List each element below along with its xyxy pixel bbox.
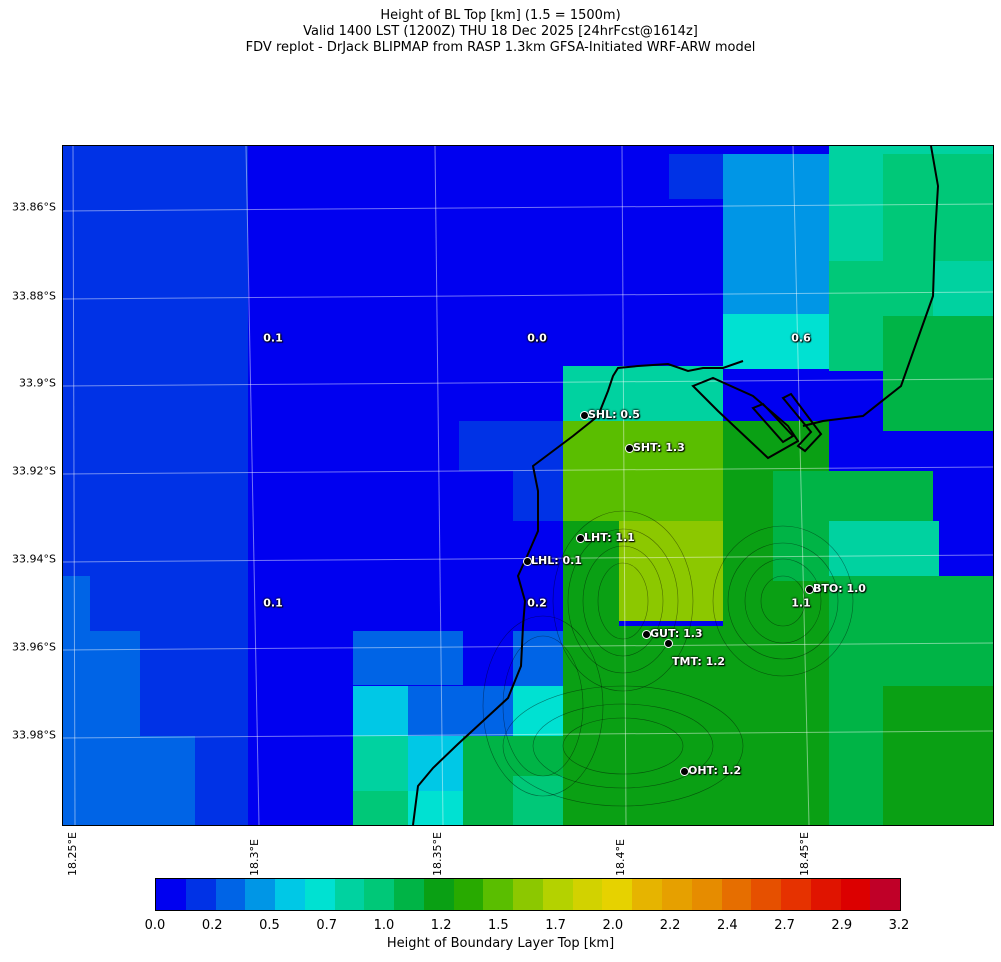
colorbar-swatch	[751, 879, 782, 910]
colorbar-swatch	[245, 879, 276, 910]
lat-label-33.94: 33.94°S	[12, 552, 56, 566]
grid-value-label: 0.1	[263, 596, 283, 610]
colorbar-swatch	[423, 879, 454, 910]
station-label: GUT: 1.3	[650, 627, 703, 640]
map-plot-area	[62, 145, 994, 826]
lat-label-33.9: 33.9°S	[19, 376, 56, 390]
lon-label-18.3: 18.3°E	[248, 839, 261, 876]
title-line-1: Height of BL Top [km] (1.5 = 1500m)	[380, 8, 621, 23]
colorbar-swatch	[840, 879, 871, 910]
colorbar-tick-label: 2.4	[716, 918, 738, 933]
colorbar-tick-label: 0.5	[259, 918, 280, 933]
colorbar-tick-label: 2.2	[659, 918, 681, 933]
colorbar-swatch	[572, 879, 603, 910]
colorbar-swatch	[632, 879, 663, 910]
lon-label-18.45: 18.45°E	[798, 832, 811, 876]
station-marker-icon	[580, 411, 589, 420]
colorbar-swatch	[364, 879, 395, 910]
station-marker-icon	[576, 534, 585, 543]
terrain-contours	[482, 510, 854, 807]
station-marker-icon	[805, 585, 814, 594]
grid-value-label: 0.0	[527, 331, 547, 345]
grid-value-label: 0.2	[527, 596, 547, 610]
colorbar-swatch	[334, 879, 365, 910]
map-title: Height of BL Top [km] (1.5 = 1500m) Vali…	[0, 8, 1001, 56]
lon-label-18.35: 18.35°E	[431, 832, 444, 876]
station-shl[interactable]: SHL: 0.5	[580, 408, 640, 421]
colorbar-swatch	[721, 879, 752, 910]
station-tmt[interactable]: TMT: 1.2	[664, 639, 726, 668]
grid-value-label: 0.1	[263, 331, 283, 345]
lon-label-18.25: 18.25°E	[66, 832, 79, 876]
colorbar-tick-label: 1.5	[488, 918, 509, 933]
colorbar-swatch	[185, 879, 216, 910]
title-line-3: FDV replot - DrJack BLIPMAP from RASP 1.…	[245, 40, 756, 55]
coastline	[412, 360, 744, 825]
colorbar-tick-label: 2.0	[602, 918, 624, 933]
map-canvas	[63, 146, 993, 825]
station-marker-icon	[642, 630, 651, 639]
station-label: TMT: 1.2	[672, 655, 726, 668]
colorbar-swatch	[691, 879, 722, 910]
lat-label-33.92: 33.92°S	[12, 464, 56, 478]
lon-label-18.4: 18.4°E	[614, 839, 627, 876]
lat-label-33.88: 33.88°S	[12, 289, 56, 303]
colorbar-swatch	[215, 879, 246, 910]
station-bto[interactable]: BTO: 1.0	[805, 582, 866, 595]
colorbar-tick-label: 2.9	[831, 918, 853, 933]
station-marker-icon	[664, 639, 673, 648]
lat-label-33.86: 33.86°S	[12, 200, 56, 214]
bl-height-cells	[63, 146, 993, 825]
station-gut[interactable]: GUT: 1.3	[642, 627, 703, 640]
colorbar-swatch	[156, 879, 186, 910]
colorbar-swatch	[602, 879, 633, 910]
colorbar-swatch	[304, 879, 335, 910]
lat-label-33.96: 33.96°S	[12, 640, 56, 654]
colorbar-swatch	[394, 879, 424, 910]
colorbar-tick-label: 1.2	[430, 918, 452, 933]
colorbar-tick-label: 1.7	[545, 918, 566, 933]
colorbar-swatch	[810, 879, 841, 910]
colorbar-tick-label: 3.2	[888, 918, 910, 933]
colorbar-tick-label: 2.7	[774, 918, 795, 933]
station-sht[interactable]: SHT: 1.3	[625, 441, 685, 454]
grid-value-label: 1.1	[791, 596, 811, 610]
station-label: LHL: 0.1	[531, 554, 582, 567]
colorbar-swatch	[870, 879, 901, 910]
colorbar-tick-label: 0.7	[316, 918, 338, 933]
colorbar-tick-label: 1.0	[373, 918, 395, 933]
colorbar-swatch	[453, 879, 484, 910]
colorbar	[155, 878, 901, 911]
colorbar-swatch	[781, 879, 811, 910]
station-label: OHT: 1.2	[688, 764, 742, 777]
colorbar-tick-label: 0.2	[201, 918, 223, 933]
colorbar-swatch	[483, 879, 514, 910]
colorbar-swatch	[275, 879, 305, 910]
station-lhl[interactable]: LHL: 0.1	[523, 554, 582, 567]
colorbar-swatch	[662, 879, 692, 910]
lat-label-33.98: 33.98°S	[12, 728, 56, 742]
station-marker-icon	[523, 557, 532, 566]
station-marker-icon	[680, 767, 689, 776]
grid-value-label: 0.6	[791, 331, 811, 345]
colorbar-label: Height of Boundary Layer Top [km]	[386, 936, 615, 951]
station-marker-icon	[625, 444, 634, 453]
title-line-2: Valid 1400 LST (1200Z) THU 18 Dec 2025 […	[303, 24, 698, 39]
station-label: SHT: 1.3	[633, 441, 685, 454]
station-label: BTO: 1.0	[813, 582, 866, 595]
graticule	[63, 146, 993, 825]
station-label: LHT: 1.1	[584, 531, 635, 544]
station-oht[interactable]: OHT: 1.2	[680, 764, 742, 777]
station-lht[interactable]: LHT: 1.1	[576, 531, 635, 544]
colorbar-swatch	[513, 879, 543, 910]
colorbar-tick-label: 0.0	[144, 918, 166, 933]
colorbar-swatch	[542, 879, 573, 910]
station-label: SHL: 0.5	[588, 408, 640, 421]
